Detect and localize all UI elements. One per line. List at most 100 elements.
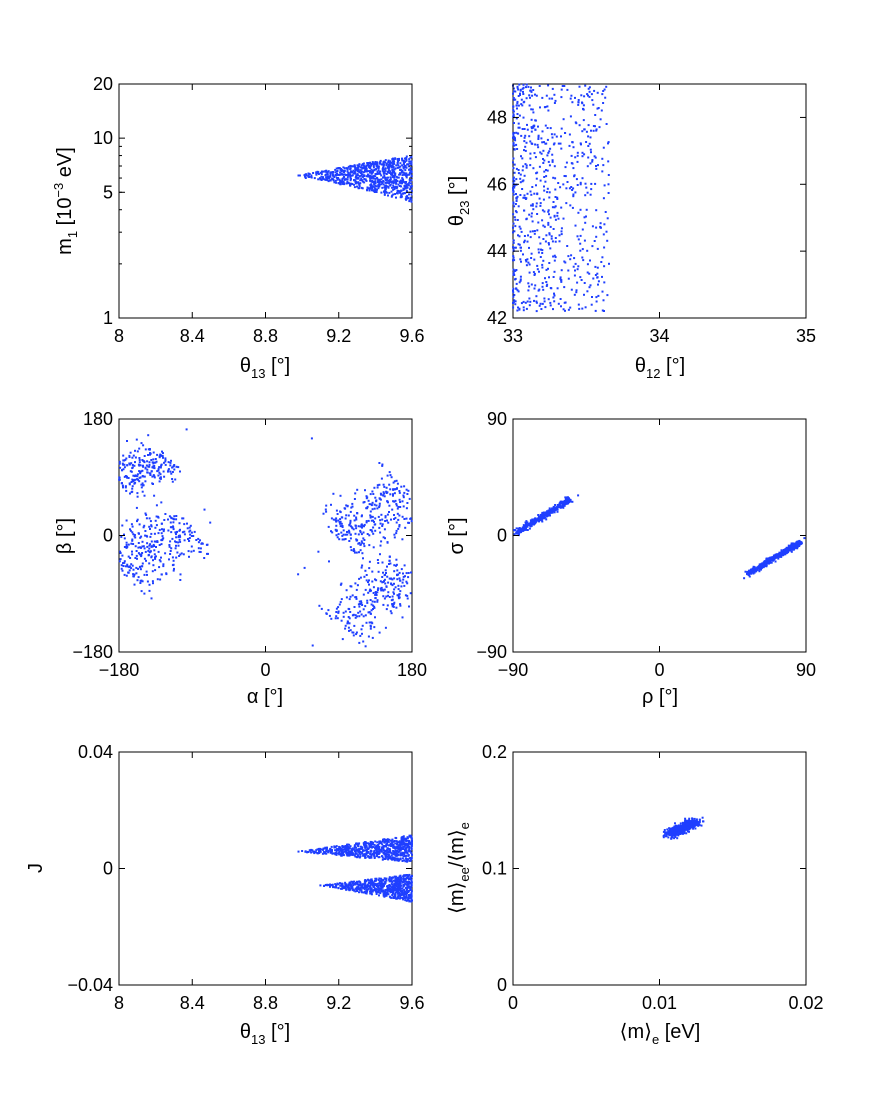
scatter-point — [148, 461, 151, 464]
scatter-point — [512, 110, 515, 113]
scatter-point — [141, 540, 144, 543]
scatter-point — [142, 465, 145, 468]
scatter-point — [366, 189, 369, 192]
scatter-point — [405, 157, 407, 160]
scatter-point — [798, 540, 801, 543]
scatter-point — [336, 178, 339, 181]
scatter-point — [755, 568, 758, 571]
scatter-point — [195, 539, 198, 541]
scatter-point — [328, 560, 330, 563]
scatter-point — [518, 235, 521, 238]
scatter-point — [355, 597, 358, 600]
scatter-point — [584, 182, 587, 185]
scatter-point — [153, 494, 156, 497]
scatter-point — [396, 877, 399, 880]
scatter-point — [560, 230, 563, 233]
scatter-point — [579, 183, 582, 186]
scatter-point — [373, 851, 375, 854]
scatter-point — [558, 234, 561, 237]
scatter-point — [569, 500, 572, 503]
scatter-point — [171, 480, 174, 483]
scatter-point — [404, 844, 407, 847]
scatter-point — [326, 171, 329, 174]
scatter-point — [377, 845, 379, 848]
scatter-point — [381, 858, 384, 861]
scatter-point — [406, 892, 409, 895]
scatter-point — [542, 517, 545, 520]
scatter-point — [403, 884, 406, 886]
scatter-point — [359, 847, 362, 850]
scatter-point — [334, 849, 337, 852]
scatter-point — [318, 850, 320, 853]
scatter-point — [540, 137, 543, 140]
scatter-point — [571, 101, 574, 104]
scatter-point — [410, 892, 413, 894]
scatter-point — [512, 136, 514, 139]
scatter-point — [341, 516, 344, 519]
scatter-point — [595, 226, 598, 229]
scatter-point — [349, 171, 352, 174]
scatter-point — [157, 532, 160, 535]
scatter-point — [320, 607, 323, 610]
scatter-point — [398, 879, 401, 882]
scatter-point — [392, 896, 395, 898]
scatter-point — [369, 853, 372, 856]
scatter-point — [368, 534, 371, 537]
scatter-point — [548, 276, 550, 279]
scatter-point — [554, 240, 557, 243]
scatter-point — [134, 536, 137, 539]
scatter-point — [364, 881, 367, 884]
scatter-point — [524, 145, 527, 148]
scatter-point — [779, 553, 782, 555]
scatter-point — [381, 464, 384, 467]
scatter-point — [344, 627, 347, 630]
scatter-point — [329, 173, 332, 176]
scatter-point — [169, 521, 172, 524]
scatter-point — [354, 883, 357, 886]
scatter-point — [378, 888, 381, 890]
scatter-point — [395, 854, 398, 857]
scatter-point — [386, 513, 389, 516]
scatter-point — [399, 894, 401, 897]
scatter-point — [362, 162, 365, 165]
scatter-point — [349, 585, 352, 588]
scatter-point — [545, 94, 548, 97]
scatter-point — [563, 85, 566, 87]
scatter-point — [157, 467, 160, 470]
scatter-point — [387, 179, 390, 182]
scatter-point — [401, 839, 404, 842]
scatter-point — [333, 886, 336, 889]
scatter-point — [560, 96, 563, 99]
scatter-point — [376, 885, 379, 888]
scatter-point — [399, 884, 402, 887]
scatter-point — [522, 165, 525, 168]
scatter-point — [145, 517, 148, 520]
scatter-point — [793, 547, 796, 550]
scatter-point — [374, 181, 377, 184]
scatter-point — [124, 486, 127, 489]
scatter-point — [380, 850, 383, 853]
scatter-point — [551, 97, 554, 100]
scatter-point — [770, 561, 773, 564]
scatter-point — [527, 282, 530, 285]
scatter-point — [205, 543, 208, 546]
scatter-point — [382, 167, 384, 170]
scatter-point — [583, 239, 586, 242]
scatter-point — [140, 442, 143, 445]
scatter-point — [399, 501, 402, 503]
scatter-point — [799, 543, 802, 546]
scatter-point — [405, 889, 408, 892]
scatter-point — [367, 851, 370, 854]
scatter-point — [370, 890, 373, 893]
scatter-point — [175, 515, 178, 517]
scatter-point — [394, 174, 397, 177]
scatter-point — [324, 174, 327, 177]
scatter-point — [404, 880, 407, 883]
scatter-point — [536, 264, 539, 267]
scatter-point — [183, 530, 186, 533]
scatter-point — [523, 524, 526, 527]
scatter-point — [378, 178, 381, 181]
scatter-point — [513, 171, 516, 174]
scatter-point — [403, 584, 406, 587]
